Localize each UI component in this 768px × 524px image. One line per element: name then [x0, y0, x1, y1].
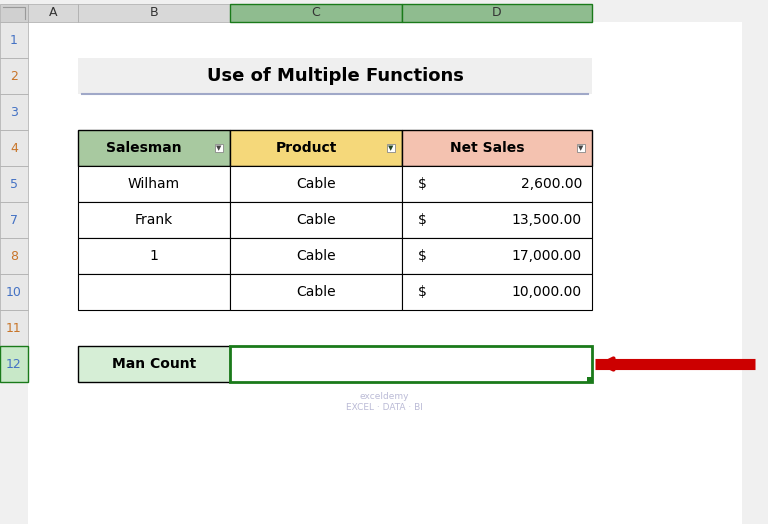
- Bar: [402, 202, 592, 238]
- Bar: [28, 202, 742, 238]
- Text: ▼: ▼: [578, 145, 584, 151]
- Bar: [230, 346, 592, 382]
- Text: 7: 7: [10, 213, 18, 226]
- Text: Use of Multiple Functions: Use of Multiple Functions: [207, 67, 463, 85]
- Bar: [230, 238, 402, 274]
- Bar: [0, 4, 28, 22]
- Text: A: A: [48, 6, 58, 19]
- Bar: [78, 4, 230, 22]
- Text: Man Count: Man Count: [112, 357, 196, 371]
- Text: 1: 1: [150, 249, 158, 263]
- Bar: [78, 274, 230, 310]
- Bar: [78, 346, 230, 382]
- Text: Net Sales: Net Sales: [450, 141, 525, 155]
- Bar: [78, 166, 230, 202]
- Bar: [28, 4, 78, 22]
- Text: 4: 4: [10, 141, 18, 155]
- Bar: [0, 58, 28, 94]
- Bar: [230, 4, 402, 22]
- Text: 10,000.00: 10,000.00: [512, 285, 582, 299]
- Bar: [78, 58, 592, 94]
- Text: Cable: Cable: [296, 177, 336, 191]
- Text: Cable: Cable: [296, 285, 336, 299]
- Text: Product: Product: [275, 141, 336, 155]
- Bar: [0, 94, 28, 130]
- Bar: [402, 4, 592, 22]
- Text: $: $: [418, 177, 426, 191]
- Bar: [78, 202, 230, 238]
- Text: 12: 12: [6, 357, 22, 370]
- Bar: [28, 58, 742, 94]
- Text: Cable: Cable: [296, 213, 336, 227]
- Text: $: $: [418, 285, 426, 299]
- Text: 8: 8: [10, 249, 18, 263]
- Bar: [0, 130, 28, 166]
- Bar: [28, 22, 742, 58]
- Bar: [402, 166, 592, 202]
- Text: ▼: ▼: [389, 145, 394, 151]
- Bar: [230, 130, 402, 166]
- Text: Cable: Cable: [296, 249, 336, 263]
- Text: ▼: ▼: [217, 145, 222, 151]
- Text: 10: 10: [6, 286, 22, 299]
- Bar: [402, 130, 592, 166]
- Text: 2: 2: [10, 70, 18, 82]
- Bar: [78, 238, 230, 274]
- Text: exceldemy
EXCEL · DATA · BI: exceldemy EXCEL · DATA · BI: [346, 391, 422, 412]
- Text: 11: 11: [6, 322, 22, 334]
- Bar: [0, 202, 28, 238]
- Text: D: D: [492, 6, 502, 19]
- Text: 13,500.00: 13,500.00: [512, 213, 582, 227]
- Text: 5: 5: [10, 178, 18, 191]
- Bar: [28, 94, 742, 130]
- Bar: [230, 202, 402, 238]
- Bar: [28, 130, 742, 166]
- Text: C: C: [312, 6, 320, 19]
- Bar: [78, 130, 230, 166]
- Text: $: $: [418, 249, 426, 263]
- Bar: [28, 238, 742, 274]
- Bar: [28, 166, 742, 202]
- Text: B: B: [150, 6, 158, 19]
- Bar: [587, 377, 592, 382]
- Bar: [0, 238, 28, 274]
- Text: 2,600.00: 2,600.00: [521, 177, 582, 191]
- Text: $: $: [418, 213, 426, 227]
- Bar: [28, 310, 742, 346]
- Text: Salesman: Salesman: [106, 141, 182, 155]
- Bar: [0, 22, 28, 58]
- Bar: [402, 274, 592, 310]
- Bar: [28, 346, 742, 382]
- Text: 3: 3: [10, 105, 18, 118]
- Text: Wilham: Wilham: [128, 177, 180, 191]
- Bar: [0, 346, 28, 382]
- Bar: [0, 310, 28, 346]
- Bar: [230, 166, 402, 202]
- Text: Frank: Frank: [135, 213, 173, 227]
- Bar: [0, 274, 28, 310]
- Bar: [0, 166, 28, 202]
- Text: 1: 1: [10, 34, 18, 47]
- Bar: [28, 274, 742, 310]
- Bar: [402, 238, 592, 274]
- Bar: [230, 274, 402, 310]
- Text: 17,000.00: 17,000.00: [512, 249, 582, 263]
